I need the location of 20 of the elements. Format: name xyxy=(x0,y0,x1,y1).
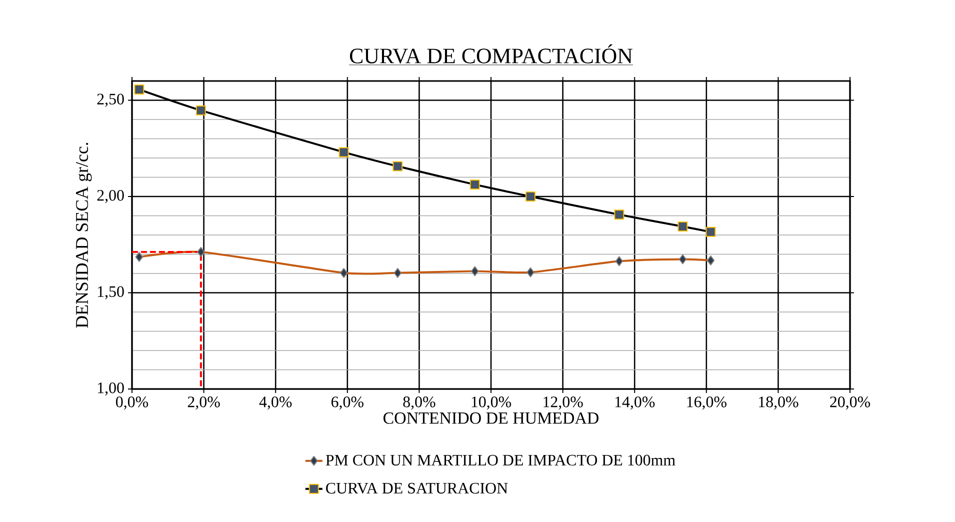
x-tick-label: 8,0% xyxy=(403,396,436,410)
y-tick-label: 1,50 xyxy=(98,286,124,300)
legend-label: PM CON UN MARTILLO DE IMPACTO DE 100mm xyxy=(326,454,676,466)
y-axis-title: DENSIDAD SECA gr/cc. xyxy=(76,142,92,328)
x-tick-label: 16,0% xyxy=(687,396,726,410)
x-tick-label: 10,0% xyxy=(472,396,512,410)
legend-label: CURVA DE SATURACION xyxy=(326,482,508,494)
x-axis-title: CONTENIDO DE HUMEDAD xyxy=(383,412,598,424)
x-tick-label: 18,0% xyxy=(759,396,798,410)
y-tick-label: 2,50 xyxy=(97,94,124,107)
x-tick-label: 12,0% xyxy=(544,396,583,410)
x-tick-label: 0,0% xyxy=(116,396,148,410)
chart-title: CURVA DE COMPACTACIÓN xyxy=(350,44,632,64)
y-tick-label: 2,00 xyxy=(97,190,124,204)
x-tick-label: 20,0% xyxy=(830,396,870,410)
x-tick-label: 2,0% xyxy=(188,396,220,410)
x-tick-label: 14,0% xyxy=(615,396,655,410)
x-tick-label: 4,0% xyxy=(259,396,292,410)
y-tick-label: 1,00 xyxy=(98,382,124,396)
x-tick-label: 6,0% xyxy=(331,396,364,410)
